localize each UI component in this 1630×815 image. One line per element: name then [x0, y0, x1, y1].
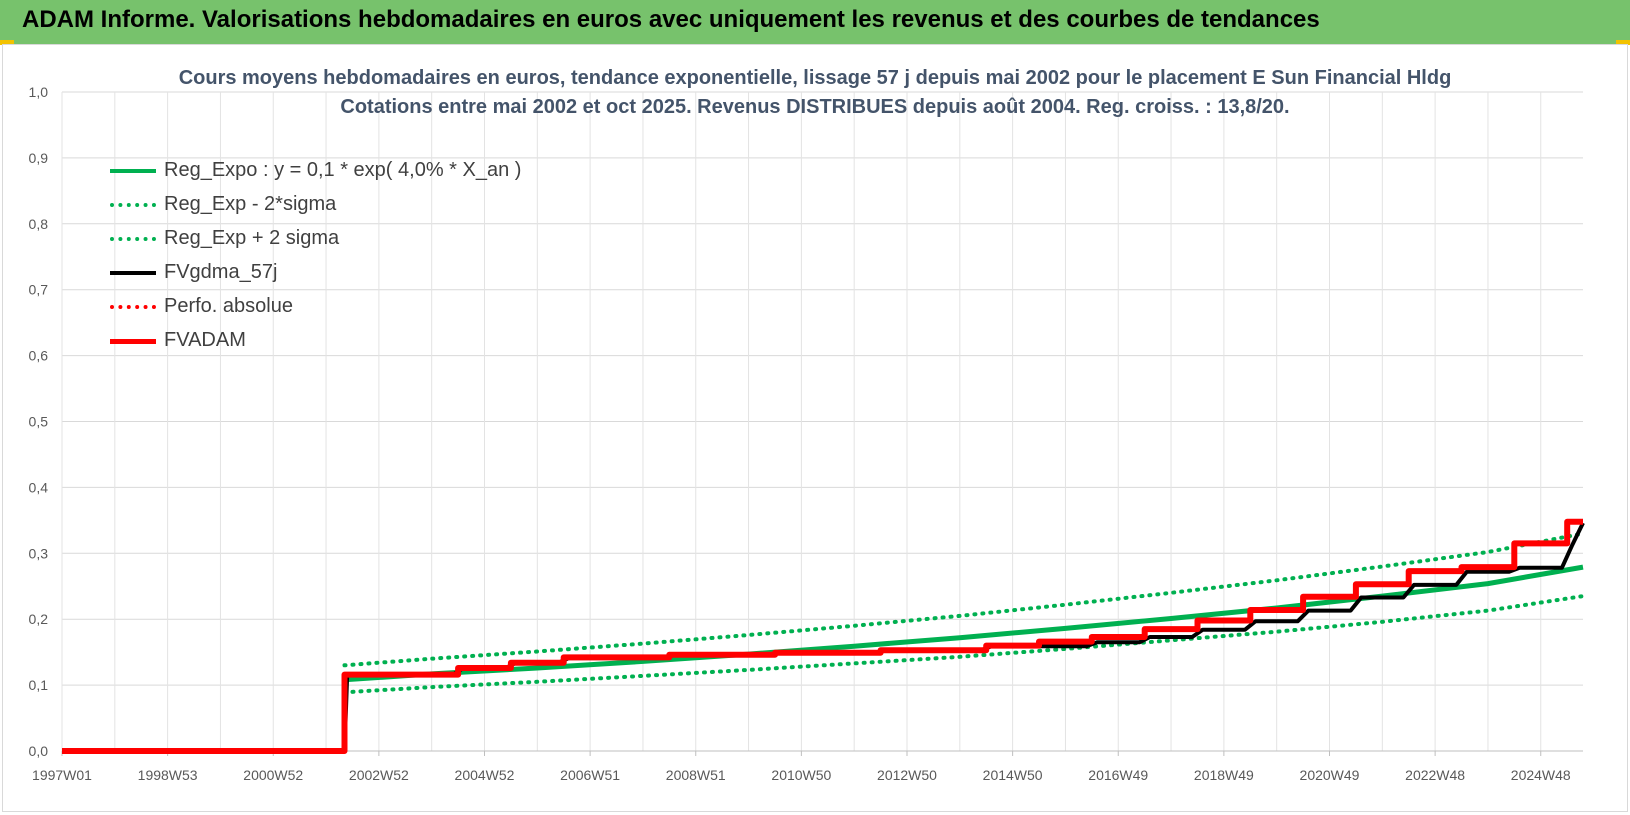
- chart-title-line-1: Cours moyens hebdomadaires en euros, ten…: [178, 67, 1452, 89]
- y-tick-label: 0,5: [29, 414, 49, 430]
- y-tick-label: 0,8: [29, 216, 49, 232]
- legend-swatch: [110, 203, 156, 207]
- legend-label: Perfo. absolue: [164, 295, 293, 317]
- legend-swatch: [110, 237, 156, 241]
- y-tick-label: 0,2: [29, 611, 49, 627]
- legend-swatch: [110, 271, 156, 275]
- legend-label: FVADAM: [164, 329, 246, 351]
- y-tick-label: 0,0: [29, 743, 49, 759]
- y-tick-label: 0,3: [29, 545, 49, 561]
- y-tick-label: 0,4: [29, 479, 49, 495]
- series-line-1: [342, 594, 1585, 695]
- y-tick-label: 0,1: [29, 677, 49, 693]
- x-tick-label: 2020W49: [1300, 767, 1360, 783]
- x-tick-label: 2014W50: [983, 767, 1043, 783]
- x-tick-label: 2016W49: [1088, 767, 1148, 783]
- x-tick-label: 2012W50: [877, 767, 937, 783]
- corner-marker-left: [0, 40, 14, 45]
- x-tick-label: 2022W48: [1405, 767, 1465, 783]
- legend-label: Reg_Exp + 2 sigma: [164, 227, 340, 249]
- x-tick-label: 2004W52: [455, 767, 515, 783]
- corner-marker-right: [1616, 40, 1630, 45]
- chart-title-line-2: Cotations entre mai 2002 et oct 2025. Re…: [340, 96, 1290, 118]
- legend-swatch: [110, 169, 156, 173]
- chart-title: Cours moyens hebdomadaires en euros, ten…: [0, 64, 1630, 122]
- x-tick-label: 2024W48: [1511, 767, 1571, 783]
- legend-swatch: [110, 305, 156, 309]
- x-tick-label: 2018W49: [1194, 767, 1254, 783]
- x-tick-label: 2002W52: [349, 767, 409, 783]
- grid: [61, 91, 1583, 752]
- x-tick-label: 1998W53: [138, 767, 198, 783]
- legend-label: Reg_Expo : y = 0,1 * exp( 4,0% * X_an ): [164, 159, 522, 181]
- series-line-2: [342, 531, 1585, 668]
- banner: ADAM Informe. Valorisations hebdomadaire…: [0, 0, 1630, 45]
- x-tick-label: 1997W01: [32, 767, 92, 783]
- series-line-3: [62, 522, 1585, 753]
- axes: 0,0 0,1 0,2 0,3 0,4 0,5 0,6 0,7 0,8 0,9 1,0 1997W01…: [29, 84, 1583, 783]
- series-line-5: [62, 518, 1583, 754]
- y-tick-label: 0,7: [29, 282, 49, 298]
- x-tick-label: 2000W52: [243, 767, 303, 783]
- legend-label: Reg_Exp - 2*sigma: [164, 193, 337, 215]
- x-tick-label: 2006W51: [560, 767, 620, 783]
- y-tick-label: 0,6: [29, 348, 49, 364]
- y-tick-label: 1,0: [29, 84, 49, 100]
- legend-swatch: [110, 339, 156, 344]
- y-tick-label: 0,9: [29, 150, 49, 166]
- legend-label: FVgdma_57j: [164, 261, 278, 283]
- series: [62, 518, 1585, 754]
- x-tick-label: 2010W50: [771, 767, 831, 783]
- banner-title: ADAM Informe. Valorisations hebdomadaire…: [22, 6, 1320, 33]
- x-tick-label: 2008W51: [666, 767, 726, 783]
